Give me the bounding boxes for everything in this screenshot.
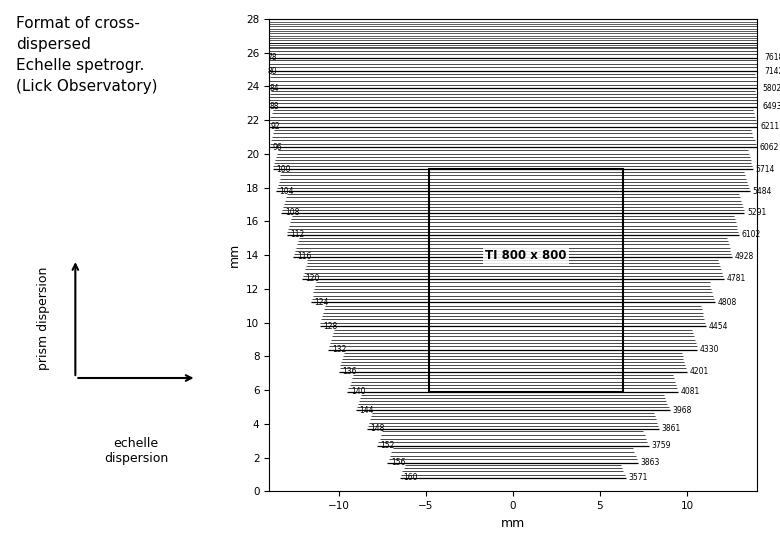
X-axis label: mm: mm xyxy=(501,517,525,530)
Text: 4808: 4808 xyxy=(718,298,736,307)
Text: 100: 100 xyxy=(276,165,291,173)
Bar xyxy=(429,169,622,392)
Text: 4330: 4330 xyxy=(700,345,719,354)
Text: 6493: 6493 xyxy=(763,102,780,111)
Text: prism dispersion: prism dispersion xyxy=(37,267,50,370)
Text: 3759: 3759 xyxy=(651,441,671,450)
Text: 148: 148 xyxy=(370,424,385,434)
Text: 3968: 3968 xyxy=(672,406,692,415)
Text: 3863: 3863 xyxy=(641,458,660,467)
Text: 128: 128 xyxy=(323,321,337,330)
Text: 104: 104 xyxy=(279,186,294,195)
Text: 112: 112 xyxy=(290,231,304,239)
Y-axis label: mm: mm xyxy=(228,243,240,267)
Text: 108: 108 xyxy=(285,208,300,218)
Text: TI 800 x 800: TI 800 x 800 xyxy=(485,248,566,262)
Text: 84: 84 xyxy=(269,84,278,92)
Text: 160: 160 xyxy=(403,474,417,482)
Text: 78: 78 xyxy=(268,53,277,62)
Text: 3861: 3861 xyxy=(661,424,681,434)
Text: echelle
dispersion: echelle dispersion xyxy=(104,437,168,465)
Text: 92: 92 xyxy=(271,123,281,131)
Text: 7142: 7142 xyxy=(764,67,780,76)
Text: 140: 140 xyxy=(351,387,366,396)
Text: 6102: 6102 xyxy=(742,231,761,239)
Text: 4781: 4781 xyxy=(726,274,746,284)
Text: 96: 96 xyxy=(272,143,282,152)
Text: 144: 144 xyxy=(360,406,374,415)
Text: 6211: 6211 xyxy=(761,123,780,131)
Text: 88: 88 xyxy=(269,102,278,111)
Text: 3571: 3571 xyxy=(629,474,648,482)
Text: 152: 152 xyxy=(381,441,395,450)
Text: 80: 80 xyxy=(268,67,277,76)
Text: 5802: 5802 xyxy=(763,84,780,92)
Text: 5714: 5714 xyxy=(756,165,775,173)
Text: Format of cross-
dispersed
Echelle spetrogr.
(Lick Observatory): Format of cross- dispersed Echelle spetr… xyxy=(16,16,158,94)
Text: 136: 136 xyxy=(342,367,356,376)
Text: 5484: 5484 xyxy=(752,186,771,195)
Text: 156: 156 xyxy=(391,458,406,467)
Text: 116: 116 xyxy=(297,252,311,261)
Text: 120: 120 xyxy=(306,274,320,284)
Text: 124: 124 xyxy=(314,298,328,307)
Text: 4081: 4081 xyxy=(681,387,700,396)
Text: 7618: 7618 xyxy=(764,53,780,62)
Text: 6062: 6062 xyxy=(759,143,778,152)
Text: 4928: 4928 xyxy=(735,252,754,261)
Text: 5291: 5291 xyxy=(747,208,766,218)
Text: 4201: 4201 xyxy=(690,367,709,376)
Text: 132: 132 xyxy=(332,345,346,354)
Text: 4454: 4454 xyxy=(709,321,729,330)
